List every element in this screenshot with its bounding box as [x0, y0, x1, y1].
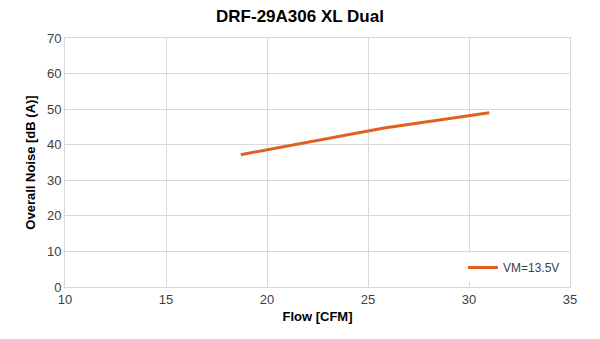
svg-text:30: 30: [462, 292, 476, 307]
svg-text:10: 10: [47, 244, 61, 259]
svg-text:0: 0: [54, 280, 61, 295]
svg-text:30: 30: [47, 173, 61, 188]
svg-text:10: 10: [58, 292, 72, 307]
svg-text:Flow [CFM]: Flow [CFM]: [282, 309, 352, 324]
svg-text:40: 40: [47, 137, 61, 152]
svg-text:50: 50: [47, 102, 61, 117]
svg-text:DRF-29A306 XL Dual: DRF-29A306 XL Dual: [216, 7, 384, 26]
svg-text:Overall Noise [dB (A)]: Overall Noise [dB (A)]: [23, 95, 38, 229]
svg-text:15: 15: [159, 292, 173, 307]
svg-text:20: 20: [260, 292, 274, 307]
svg-text:20: 20: [47, 208, 61, 223]
svg-text:60: 60: [47, 66, 61, 81]
svg-text:25: 25: [361, 292, 375, 307]
svg-text:70: 70: [47, 31, 61, 46]
svg-text:35: 35: [563, 292, 577, 307]
svg-text:VM=13.5V: VM=13.5V: [503, 261, 559, 275]
